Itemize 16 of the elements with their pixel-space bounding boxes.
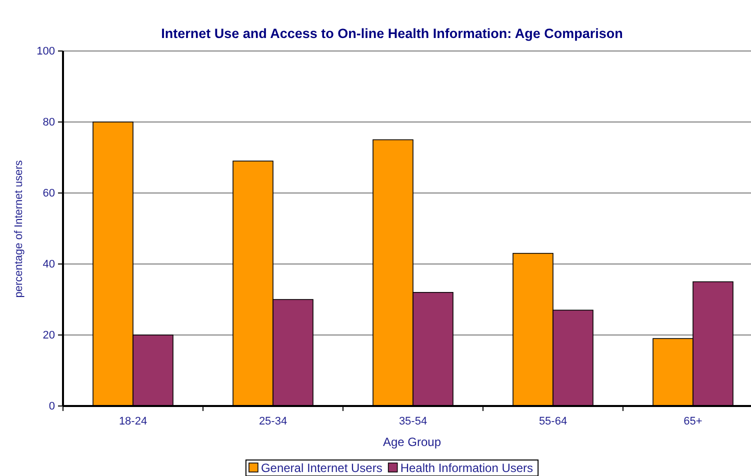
y-tick-label: 100: [36, 46, 55, 58]
x-tick-label: 65+: [684, 415, 702, 428]
y-tick-label: 40: [42, 258, 55, 271]
legend-label: General Internet Users: [260, 461, 382, 475]
y-axis-title: percentage of Internet users: [13, 160, 25, 298]
x-tick-label: 35-54: [398, 415, 428, 428]
x-tick-label: 18-24: [118, 415, 148, 428]
y-tick-label: 0: [48, 400, 55, 413]
y-tick-label: 80: [42, 116, 55, 129]
x-axis-title: Age Group: [382, 435, 442, 449]
x-tick-label: 55-64: [538, 415, 568, 428]
y-tick-label: 60: [42, 188, 55, 200]
x-tick-label: 25-34: [258, 415, 288, 428]
y-tick-label: 20: [42, 330, 55, 342]
chart-title: Internet Use and Access to On-line Health Information: Age Comparison: [161, 26, 623, 41]
legend-label: Health Information Users: [400, 461, 534, 475]
